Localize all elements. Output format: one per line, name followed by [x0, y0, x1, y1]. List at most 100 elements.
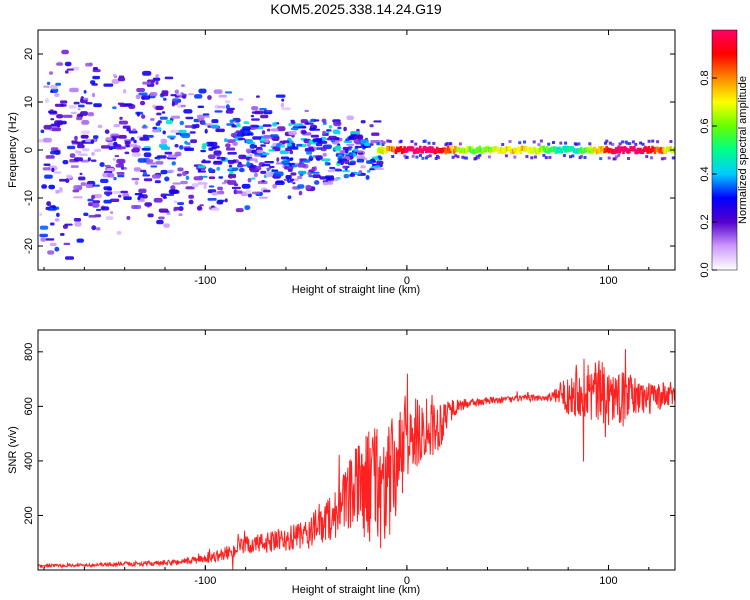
spectrogram-cell [164, 176, 170, 182]
spectrogram-cell [340, 150, 345, 154]
spectrogram-cell [400, 149, 404, 155]
spectrogram-cell [249, 158, 258, 161]
spectrogram-cell [48, 184, 56, 190]
spectrogram-cell [303, 159, 311, 163]
y-tick-label: 0 [23, 147, 35, 153]
spectrogram-cell [641, 142, 645, 146]
spectrogram-cell [94, 148, 101, 152]
spectrogram-cell [160, 92, 169, 97]
spectrogram-cell [112, 137, 117, 142]
spectrogram-cell [202, 159, 206, 163]
spectrogram-cell [628, 142, 632, 146]
spectrogram-cell [316, 158, 321, 161]
spectrogram-cell [188, 199, 194, 205]
spectrogram-cell [73, 101, 80, 105]
spectrogram-cell [147, 213, 154, 218]
spectrogram-cell [268, 149, 275, 152]
spectrogram-cell [215, 154, 221, 157]
spectrogram-cell [452, 148, 456, 154]
spectrogram-cell [163, 97, 167, 101]
spectrogram-cell [263, 189, 271, 193]
spectrogram-cell [135, 94, 141, 100]
spectrogram-cell [52, 205, 56, 209]
spectrogram-cell [201, 144, 207, 150]
spectrogram-cell [74, 221, 82, 227]
spectrogram-cell [164, 76, 174, 80]
spectrogram-cell [297, 170, 307, 175]
spectrogram-cell [225, 104, 230, 109]
spectrogram-cell [208, 176, 216, 180]
spectrogram-cell [559, 141, 563, 145]
spectrogram-cell [379, 156, 383, 160]
spectrogram-cell [90, 80, 96, 85]
spectrogram-cell [334, 169, 343, 172]
spectrogram-cell [180, 133, 191, 139]
spectrogram-cell [410, 140, 414, 143]
spectrogram-cell [272, 183, 277, 189]
spectrogram-cell [227, 173, 234, 179]
spectrogram-cell [46, 201, 52, 207]
spectrogram-cell [292, 182, 296, 185]
spectrogram-cell [237, 138, 246, 141]
spectrogram-cell [608, 141, 612, 145]
spectrogram-cell [350, 131, 361, 135]
spectrogram-cell [208, 141, 218, 146]
spectrogram-cell [55, 82, 62, 86]
spectrogram-cell [76, 116, 83, 121]
spectrogram-cell [328, 125, 333, 129]
spectrogram-cell [337, 126, 342, 130]
spectrogram-cell [411, 146, 415, 152]
spectrogram-cell [288, 122, 293, 127]
spectrogram-cell [261, 130, 266, 135]
spectrogram-cell [99, 178, 109, 183]
spectrogram-cell [65, 70, 69, 74]
spectrogram-cell [269, 165, 275, 169]
spectrogram-cell [153, 197, 163, 203]
spectrogram-cell [101, 145, 111, 149]
spectrogram-cell [241, 183, 251, 189]
spectrogram-cell [202, 113, 210, 116]
spectrogram-cell [60, 100, 68, 104]
spectrogram-cell [142, 134, 149, 138]
spectrogram-cell [276, 126, 286, 132]
spectrogram-cell [71, 140, 78, 144]
spectrogram-cell [249, 144, 256, 149]
spectrogram-cell [583, 156, 587, 159]
spectrogram-cell [164, 151, 173, 155]
spectrogram-cell [202, 121, 206, 125]
spectrogram-cell [203, 184, 207, 189]
spectrogram-cell [312, 174, 321, 178]
spectrogram-cell [256, 95, 260, 98]
spectrogram-cell [262, 152, 270, 156]
spectrogram-cell [282, 140, 290, 144]
spectrogram-cell [437, 156, 441, 160]
colorbar-label: Normalized spectral amplitude [737, 76, 749, 224]
spectrogram-cell [85, 62, 93, 67]
spectrogram-cell [124, 141, 131, 145]
spectrogram-cell [85, 183, 94, 188]
spectrogram-cell [252, 136, 262, 140]
spectrogram-cell [112, 190, 123, 194]
spectrogram-cell [260, 170, 267, 174]
spectrogram-cell [40, 129, 45, 134]
spectrogram-cell [44, 238, 55, 241]
spectrogram-cell [185, 186, 195, 190]
spectrogram-cell [261, 164, 271, 167]
spectrogram-cell [663, 156, 667, 160]
spectrogram-cell [50, 90, 54, 93]
spectrogram-cell [103, 186, 112, 191]
spectrogram-cell [533, 155, 537, 159]
spectrogram-cell [519, 149, 522, 154]
colorbar-tick-label: 0.4 [699, 166, 711, 181]
spectrogram-cell [143, 124, 147, 128]
spectrogram-cell [633, 146, 636, 151]
spectrogram-cell [111, 79, 120, 84]
spectrogram-cell [164, 193, 175, 196]
spectrogram-cell [403, 154, 407, 158]
spectrogram-cell [104, 164, 111, 168]
spectrogram-cell [552, 141, 555, 144]
spectrogram-cell [343, 140, 353, 143]
spectrogram-cell [664, 149, 668, 154]
x-tick-label: 100 [599, 575, 617, 587]
spectrogram-cell [150, 165, 158, 168]
